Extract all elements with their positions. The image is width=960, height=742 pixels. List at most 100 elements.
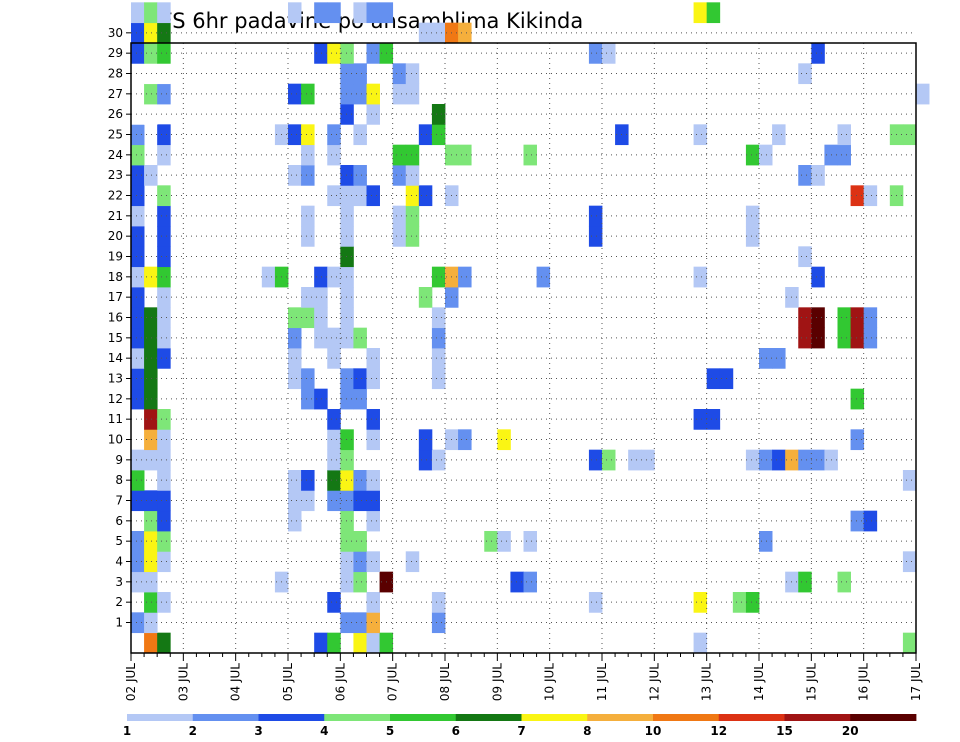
precip-cell	[811, 327, 825, 349]
x-tick-label: 11 JUL	[595, 663, 609, 701]
precip-cell	[798, 449, 812, 471]
precip-cell	[144, 307, 158, 329]
legend-swatch	[127, 714, 194, 721]
precip-cell	[340, 368, 354, 390]
precip-cell	[366, 510, 380, 532]
y-tick-label: 18	[108, 270, 123, 284]
precip-cell	[431, 368, 446, 390]
precip-cell	[144, 571, 158, 593]
precip-cell	[301, 144, 315, 166]
precip-cell	[602, 43, 616, 64]
y-tick-label: 20	[108, 229, 123, 243]
legend-swatch	[653, 714, 720, 721]
precip-cell	[301, 307, 315, 329]
y-tick-label: 25	[108, 128, 123, 142]
precip-cell	[510, 571, 524, 593]
precip-cell	[431, 124, 446, 146]
precip-cell	[301, 388, 315, 410]
precip-cell	[144, 449, 158, 471]
precip-cell	[706, 2, 721, 24]
precip-cell	[850, 327, 865, 349]
precip-cell	[157, 592, 171, 613]
precip-cell	[131, 327, 145, 349]
precip-cell	[497, 531, 511, 552]
precip-cell	[144, 266, 158, 288]
precip-cell	[144, 2, 158, 24]
precip-cell	[798, 307, 812, 329]
precip-cell	[131, 531, 145, 552]
precip-cell	[144, 22, 158, 44]
precip-cell	[144, 43, 158, 64]
legend-swatch	[192, 714, 259, 721]
x-axis: 02 JUL 03 JUL 04 JUL 05 JUL 06 JUL 07 JUL 08 J…	[124, 653, 923, 701]
precip-cell	[327, 266, 341, 288]
x-tick-label: 10 JUL	[543, 663, 557, 701]
precip-cell	[588, 226, 603, 247]
legend-label: 15	[776, 724, 793, 738]
precip-cell	[916, 83, 930, 105]
legend-swatch	[455, 714, 522, 721]
precip-cell	[353, 83, 367, 105]
precip-cell	[131, 470, 145, 491]
x-tick-label: 06 JUL	[333, 663, 347, 701]
precip-cell	[157, 266, 171, 288]
precip-cell	[327, 43, 341, 64]
y-tick-label: 14	[108, 351, 123, 365]
precip-cell	[157, 144, 171, 166]
precip-cell	[458, 429, 472, 451]
precip-cell	[340, 226, 354, 247]
precip-cell	[431, 22, 446, 44]
precip-cell	[431, 348, 446, 369]
precip-cell	[458, 22, 472, 44]
precip-cell	[301, 287, 315, 308]
precip-cell	[902, 632, 917, 654]
precip-cell	[327, 327, 341, 349]
precip-cell	[131, 246, 145, 268]
precip-cell	[288, 368, 302, 390]
legend-swatch	[718, 714, 785, 721]
y-tick-label: 5	[115, 534, 123, 548]
precip-cell	[157, 551, 171, 573]
precip-cell	[301, 205, 315, 227]
precip-cell	[405, 205, 420, 227]
legend-swatch	[390, 714, 457, 721]
precip-cell	[353, 327, 367, 349]
precip-cell	[706, 368, 721, 390]
precip-cell	[392, 165, 407, 186]
x-tick-label: 03 JUL	[176, 663, 190, 701]
precip-cell	[288, 327, 302, 349]
legend-swatch	[521, 714, 588, 721]
y-tick-label: 10	[108, 433, 123, 447]
precip-cell	[157, 43, 171, 64]
precip-cell	[405, 185, 420, 207]
precip-cell	[759, 144, 773, 166]
precip-cell	[327, 449, 341, 471]
precip-cell	[327, 632, 341, 654]
precip-cell	[392, 144, 407, 166]
precip-cell	[366, 490, 380, 512]
precip-cell	[366, 368, 380, 390]
precip-cell	[340, 104, 354, 125]
precip-cell	[340, 185, 354, 207]
precip-cell	[314, 632, 328, 654]
legend-swatch	[587, 714, 654, 721]
precip-cell	[314, 266, 328, 288]
y-tick-label: 26	[108, 107, 123, 121]
precip-cell	[144, 104, 158, 125]
x-tick-label: 07 JUL	[386, 663, 400, 701]
legend-label: 2	[189, 724, 197, 738]
precip-cell	[693, 266, 708, 288]
y-tick-label: 16	[108, 311, 123, 325]
precip-cell	[588, 592, 603, 613]
precip-cell	[850, 510, 865, 532]
precip-cell	[863, 327, 878, 349]
precip-cell	[301, 165, 315, 186]
precip-cell	[602, 449, 616, 471]
precip-cell	[157, 246, 171, 268]
precip-cell	[131, 490, 145, 512]
precip-cell	[863, 185, 878, 207]
precip-cell	[327, 144, 341, 166]
precip-cell	[405, 551, 420, 573]
precip-cell	[314, 43, 328, 64]
precip-cell	[392, 226, 407, 247]
